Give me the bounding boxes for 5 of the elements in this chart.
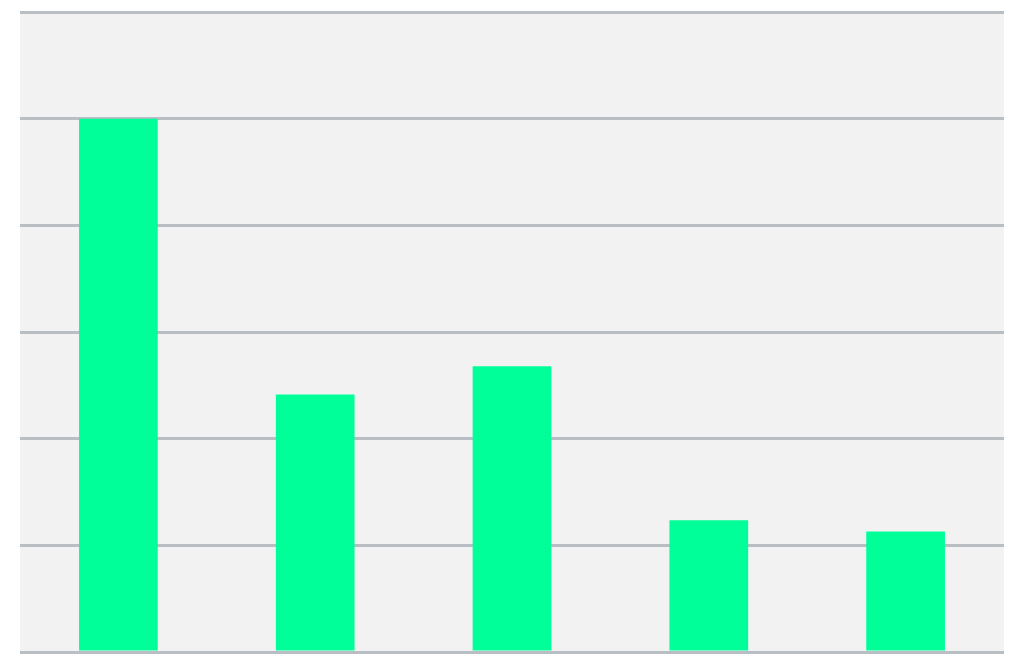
bar [79, 118, 158, 651]
bar [866, 531, 945, 651]
bar [669, 520, 749, 651]
bar [275, 394, 355, 651]
bar [472, 366, 552, 651]
